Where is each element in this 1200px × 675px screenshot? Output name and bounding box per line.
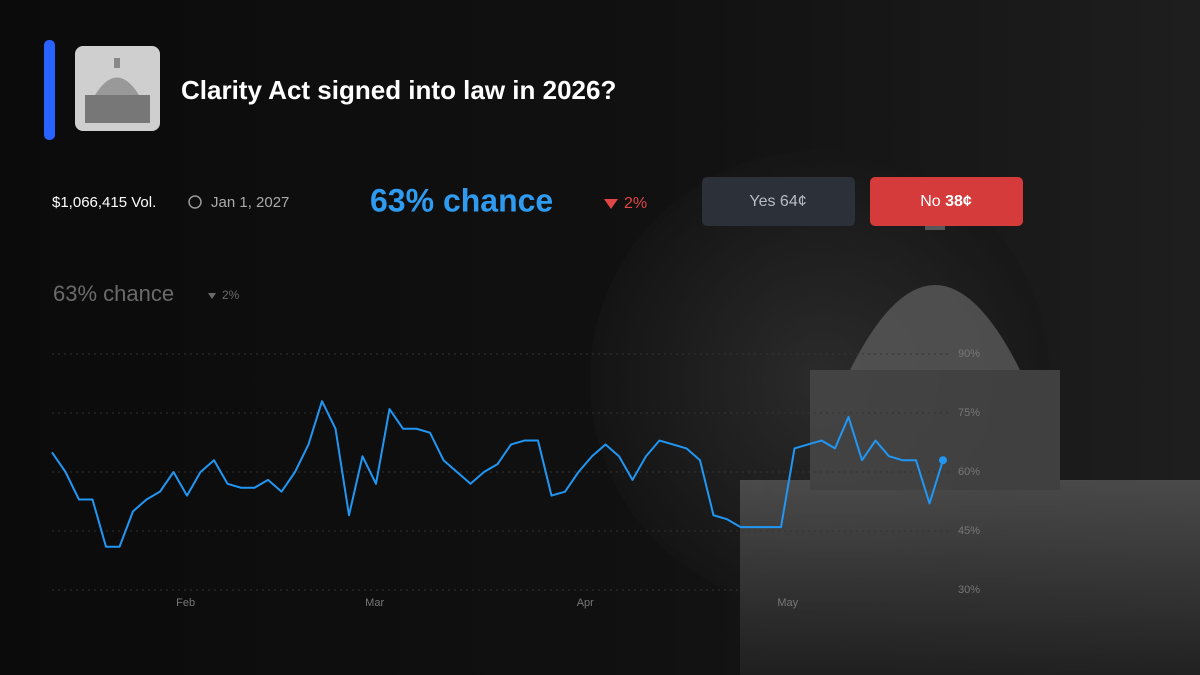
y-tick-label: 75% <box>958 407 980 419</box>
yes-price[interactable]: 64¢ <box>780 193 807 210</box>
end-date: Jan 1, 2027 <box>211 194 289 211</box>
x-tick-label: May <box>777 597 798 609</box>
yes-button[interactable]: Yes 64¢ <box>702 177 855 226</box>
y-tick-label: 30% <box>958 584 980 596</box>
x-tick-label: Apr <box>577 597 594 609</box>
chance: 63% chance <box>370 182 553 218</box>
down-icon <box>604 199 618 209</box>
no-label[interactable]: No 38¢ <box>920 193 972 210</box>
line <box>51 400 944 548</box>
accent-bar <box>44 40 55 140</box>
chart-change: 2% <box>222 288 240 302</box>
clock-icon <box>188 195 202 209</box>
end-point <box>939 456 947 465</box>
plot: 30% 45% 60% 75% 90% Feb Mar Apr May <box>51 348 980 609</box>
chart-down-icon <box>208 293 216 299</box>
market-image <box>75 46 160 131</box>
no-button-bg[interactable] <box>870 177 1023 226</box>
y-tick-label: 45% <box>958 525 980 537</box>
yes-label[interactable]: Yes 64¢ <box>749 193 806 210</box>
chart-title: 63% chance <box>53 281 174 306</box>
title: Clarity Act signed into law in 2026? <box>181 75 616 105</box>
yes-label-text[interactable]: Yes <box>749 193 775 210</box>
yes-button-bg[interactable] <box>702 177 855 226</box>
x-tick-label: Feb <box>176 597 195 609</box>
y-tick-label: 90% <box>958 348 980 360</box>
y-tick-label: 60% <box>958 466 980 478</box>
change: 2% <box>624 195 647 212</box>
x-tick-label: Mar <box>365 597 384 609</box>
no-button[interactable]: No 38¢ <box>870 177 1023 226</box>
no-label-text[interactable]: No <box>920 193 941 210</box>
no-price[interactable]: 38¢ <box>945 193 972 210</box>
volume: $1,066,415 Vol. <box>52 194 156 211</box>
